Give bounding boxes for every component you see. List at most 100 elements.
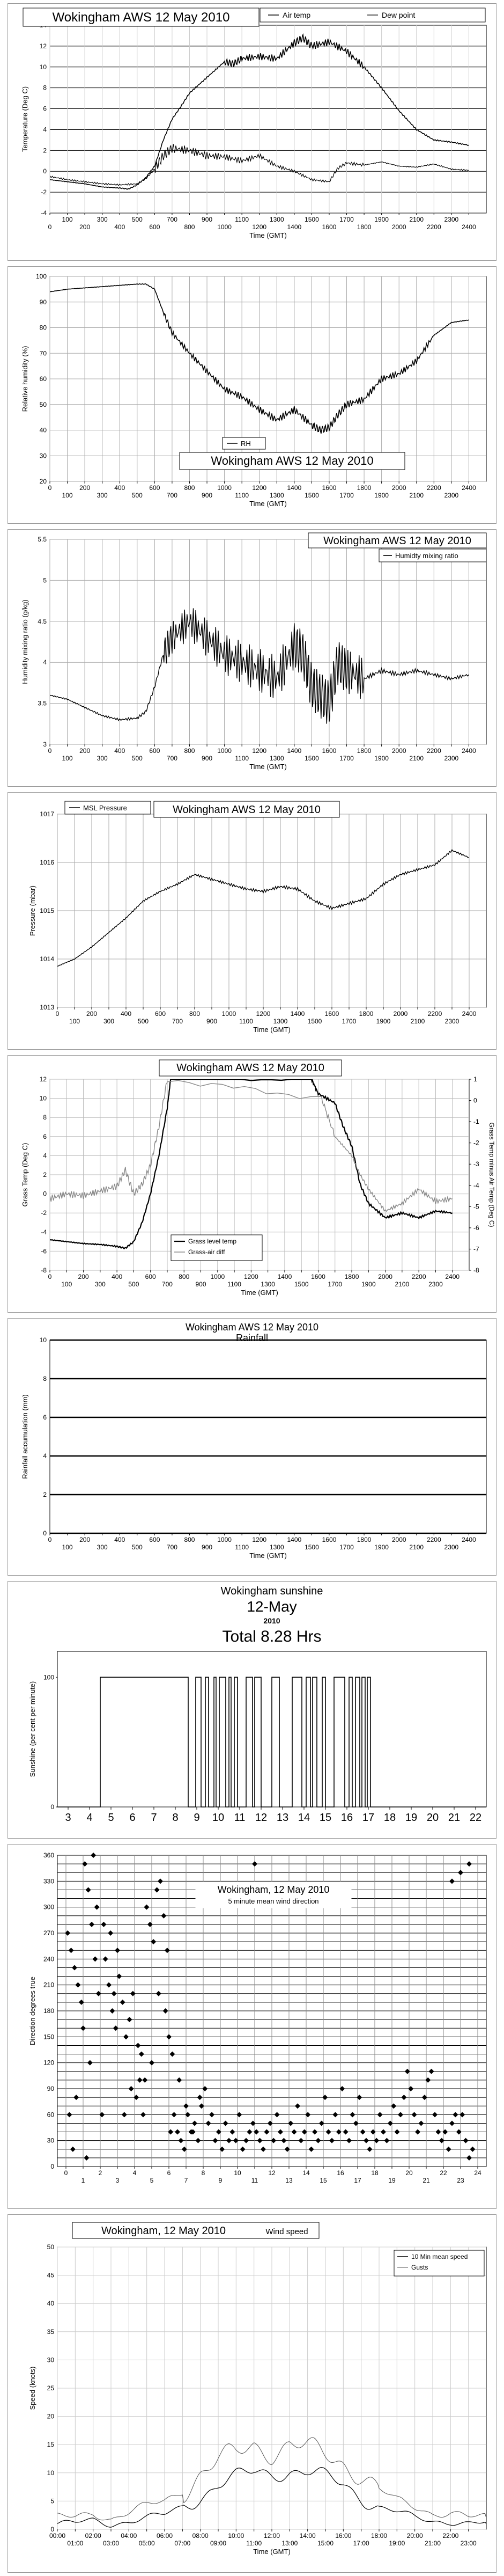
y-tick-label: 35 — [47, 2328, 55, 2336]
y-tick-label: 210 — [43, 1981, 54, 1989]
x-tick-label: 300 — [95, 1280, 106, 1288]
data-point — [155, 1990, 161, 1996]
data-point — [171, 2112, 177, 2118]
data-point — [169, 2051, 175, 2057]
x-tick-label: 1000 — [210, 1273, 225, 1280]
y-tick-label: 1014 — [40, 955, 54, 963]
x-tick-label: 2300 — [428, 1280, 443, 1288]
series-line-1 — [57, 2467, 486, 2528]
chart-title: Wokingham AWS 12 May 2010 — [173, 804, 321, 816]
data-point — [325, 2129, 331, 2135]
y-tick-label: 5.5 — [38, 536, 47, 543]
x-tick-label: 06:00 — [157, 2532, 173, 2540]
data-point — [102, 1956, 108, 1962]
x-tick-label: 700 — [172, 1018, 183, 1025]
data-point — [456, 2129, 462, 2135]
data-point — [254, 2129, 260, 2135]
x-tick-label: 1600 — [311, 1273, 325, 1280]
y-tick-label: -2 — [41, 188, 47, 196]
data-point — [161, 1913, 167, 1919]
data-point — [111, 1990, 117, 1996]
chart-subtitle: 12-May — [247, 1598, 297, 1615]
x-tick-label: 2000 — [392, 747, 406, 755]
data-point — [428, 2068, 434, 2074]
x-tick-label: 0 — [48, 747, 52, 755]
y-tick-label: 50 — [40, 401, 47, 408]
x-tick-label: 500 — [132, 1543, 143, 1551]
x-tick-label: 8 — [202, 2169, 205, 2177]
x-tick-label: 1200 — [252, 484, 266, 492]
x-tick-label: 01:00 — [67, 2540, 83, 2547]
x-tick-label: 12 — [268, 2169, 276, 2177]
y-tick-label: 330 — [43, 1877, 54, 1885]
x-tick-label: 1100 — [235, 755, 249, 762]
x-tick-label: 600 — [149, 223, 160, 231]
data-point — [130, 1990, 136, 1996]
x-tick-label: 400 — [112, 1273, 122, 1280]
x-tick-label: 5 — [108, 1812, 114, 1824]
data-point — [72, 1965, 77, 1971]
x-axis-label: Time (GMT) — [253, 2548, 291, 2556]
y-tick-label: 0 — [50, 1803, 54, 1811]
x-tick-label: 800 — [184, 747, 195, 755]
data-point — [318, 2120, 324, 2126]
x-tick-label: 02:00 — [85, 2532, 101, 2540]
chart-subtitle: 5 minute mean wind direction — [228, 1897, 318, 1905]
data-point — [236, 2112, 242, 2118]
data-point — [432, 2112, 438, 2118]
x-tick-label: 1700 — [342, 1018, 357, 1025]
x-tick-label: 1400 — [287, 223, 301, 231]
x-tick-label: 1600 — [322, 1536, 337, 1543]
right-tick-label: -2 — [473, 1139, 479, 1147]
chart-subtitle: Wind speed — [265, 2227, 308, 2236]
x-tick-label: 1300 — [273, 1018, 288, 1025]
x-tick-label: 22 — [440, 2169, 447, 2177]
chart-year: 2010 — [263, 1616, 280, 1625]
data-point — [364, 2138, 369, 2143]
data-point — [470, 2146, 476, 2152]
y-tick-label: 4.5 — [38, 618, 47, 625]
data-point — [243, 2138, 249, 2143]
data-point — [346, 2138, 352, 2143]
x-tick-label: 1800 — [359, 1010, 374, 1018]
data-point — [95, 1990, 101, 1996]
data-point — [202, 2086, 208, 2091]
data-point — [70, 2146, 76, 2152]
x-axis-label: Time (GMT) — [249, 231, 287, 239]
data-point — [135, 2043, 141, 2048]
series-line-1 — [50, 1079, 453, 1250]
x-tick-label: 2000 — [392, 1536, 406, 1543]
x-tick-label: 2100 — [409, 492, 424, 499]
x-tick-label: 0 — [48, 223, 52, 231]
legend-entry: Grass level temp — [188, 1238, 236, 1245]
data-point — [329, 2138, 335, 2143]
x-tick-label: 10 — [212, 1812, 224, 1824]
x-tick-label: 100 — [61, 1280, 72, 1288]
data-point — [343, 2129, 349, 2135]
wind-speed-chart: 0 5 10 15 20 25 30 35 40 45 50 00:00 02:00 04:00 06:00… — [28, 2222, 487, 2556]
x-tick-label: 1500 — [305, 1543, 319, 1551]
x-tick-label: 800 — [184, 484, 195, 492]
data-point — [185, 2112, 191, 2118]
x-tick-label: 1300 — [270, 216, 284, 223]
data-point — [123, 2034, 129, 2040]
x-tick-label: 11 — [234, 1812, 246, 1824]
chart-panel-rainfall: 0 2 4 6 8 10 0 200 400 600 800 1000 1200 1400 1600 1800… — [8, 1318, 496, 1576]
data-point — [84, 2155, 90, 2161]
y-tick-label: 3 — [43, 741, 47, 748]
x-tick-label: 200 — [79, 1536, 90, 1543]
data-point — [357, 2095, 362, 2101]
data-point — [92, 1956, 98, 1962]
x-tick-label: 22 — [470, 1812, 481, 1824]
y-tick-label: 8 — [43, 1114, 47, 1121]
legend-box — [394, 2250, 485, 2277]
x-tick-label: 300 — [103, 1018, 114, 1025]
x-tick-label: 2200 — [427, 747, 441, 755]
y-tick-label: -4 — [41, 1228, 47, 1236]
data-point — [398, 2112, 403, 2118]
y-tick-label: 0 — [43, 1529, 47, 1537]
data-point — [332, 2112, 338, 2118]
x-tick-label: 600 — [155, 1010, 166, 1018]
